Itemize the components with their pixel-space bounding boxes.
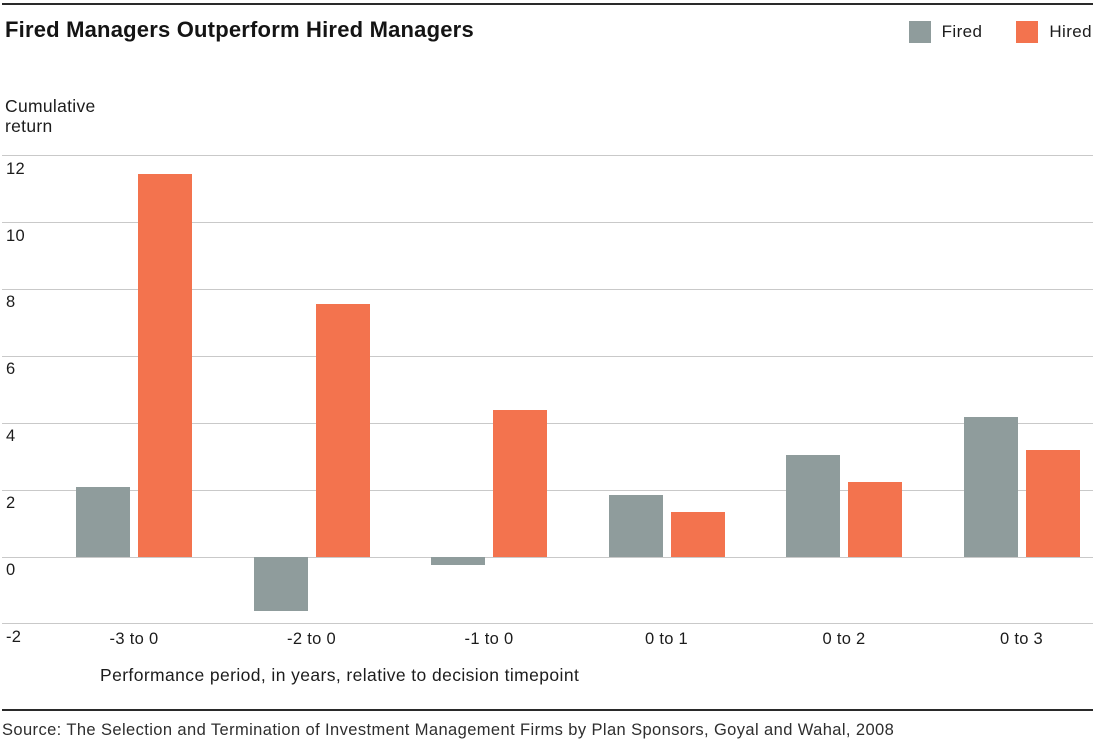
gridline-6 — [2, 355, 1093, 357]
gridline-8 — [2, 288, 1093, 290]
fired-legend-label: Fired — [941, 22, 983, 41]
bar-fired--1-to-0 — [431, 557, 485, 566]
x-axis-label: Performance period, in years, relative t… — [100, 665, 580, 685]
y-tick-label-4: 4 — [6, 427, 16, 446]
y-tick-label-12: 12 — [6, 159, 25, 178]
bar-fired--3-to-0 — [76, 486, 130, 557]
y-tick-label--2: -2 — [6, 627, 22, 646]
x-tick-label-0-to-3: 0 to 3 — [999, 630, 1044, 648]
bar-hired--3-to-0 — [138, 173, 192, 557]
source-note: Source: The Selection and Termination of… — [2, 721, 895, 739]
bar-fired--2-to-0 — [253, 557, 308, 611]
hired-legend-label: Hired — [1049, 22, 1092, 41]
x-tick-label--3-to-0: -3 to 0 — [109, 630, 159, 648]
bar-hired-0-to-2 — [848, 481, 902, 557]
legend-item-hired: Hired — [1016, 21, 1092, 43]
gridline--2 — [2, 623, 1093, 625]
y-tick-label-2: 2 — [6, 494, 16, 513]
y-tick-label-10: 10 — [6, 226, 25, 245]
bar-fired-0-to-2 — [786, 454, 840, 557]
chart-title: Fired Managers Outperform Hired Managers — [5, 17, 474, 42]
bar-hired--2-to-0 — [315, 304, 370, 557]
hired-legend-swatch — [1016, 21, 1039, 43]
legend-item-fired: Fired — [908, 21, 983, 43]
top-rule — [2, 3, 1093, 5]
legend: Fired Hired — [908, 21, 1092, 43]
bar-hired--1-to-0 — [493, 409, 547, 557]
x-tick-label--2-to-0: -2 to 0 — [287, 630, 336, 648]
bar-fired-0-to-1 — [608, 495, 663, 557]
bar-fired-0-to-3 — [963, 416, 1018, 557]
gridline-4 — [2, 422, 1093, 424]
bar-hired-0-to-3 — [1025, 449, 1080, 557]
x-tick-label-0-to-1: 0 to 1 — [644, 630, 689, 648]
x-tick-label--1-to-0: -1 to 0 — [464, 630, 514, 648]
fired-legend-swatch — [908, 21, 931, 43]
gridline-12 — [2, 155, 1093, 157]
gridline-0 — [2, 556, 1093, 558]
x-tick-label-0-to-2: 0 to 2 — [822, 630, 866, 648]
y-tick-label-0: 0 — [6, 561, 16, 579]
y-tick-label-6: 6 — [6, 360, 16, 379]
bottom-rule — [2, 709, 1093, 711]
gridline-10 — [2, 222, 1093, 223]
y-axis-label: Cumulative return — [5, 96, 96, 136]
y-tick-label-8: 8 — [6, 293, 16, 312]
gridline-2 — [2, 489, 1093, 491]
bar-hired-0-to-1 — [670, 511, 725, 557]
